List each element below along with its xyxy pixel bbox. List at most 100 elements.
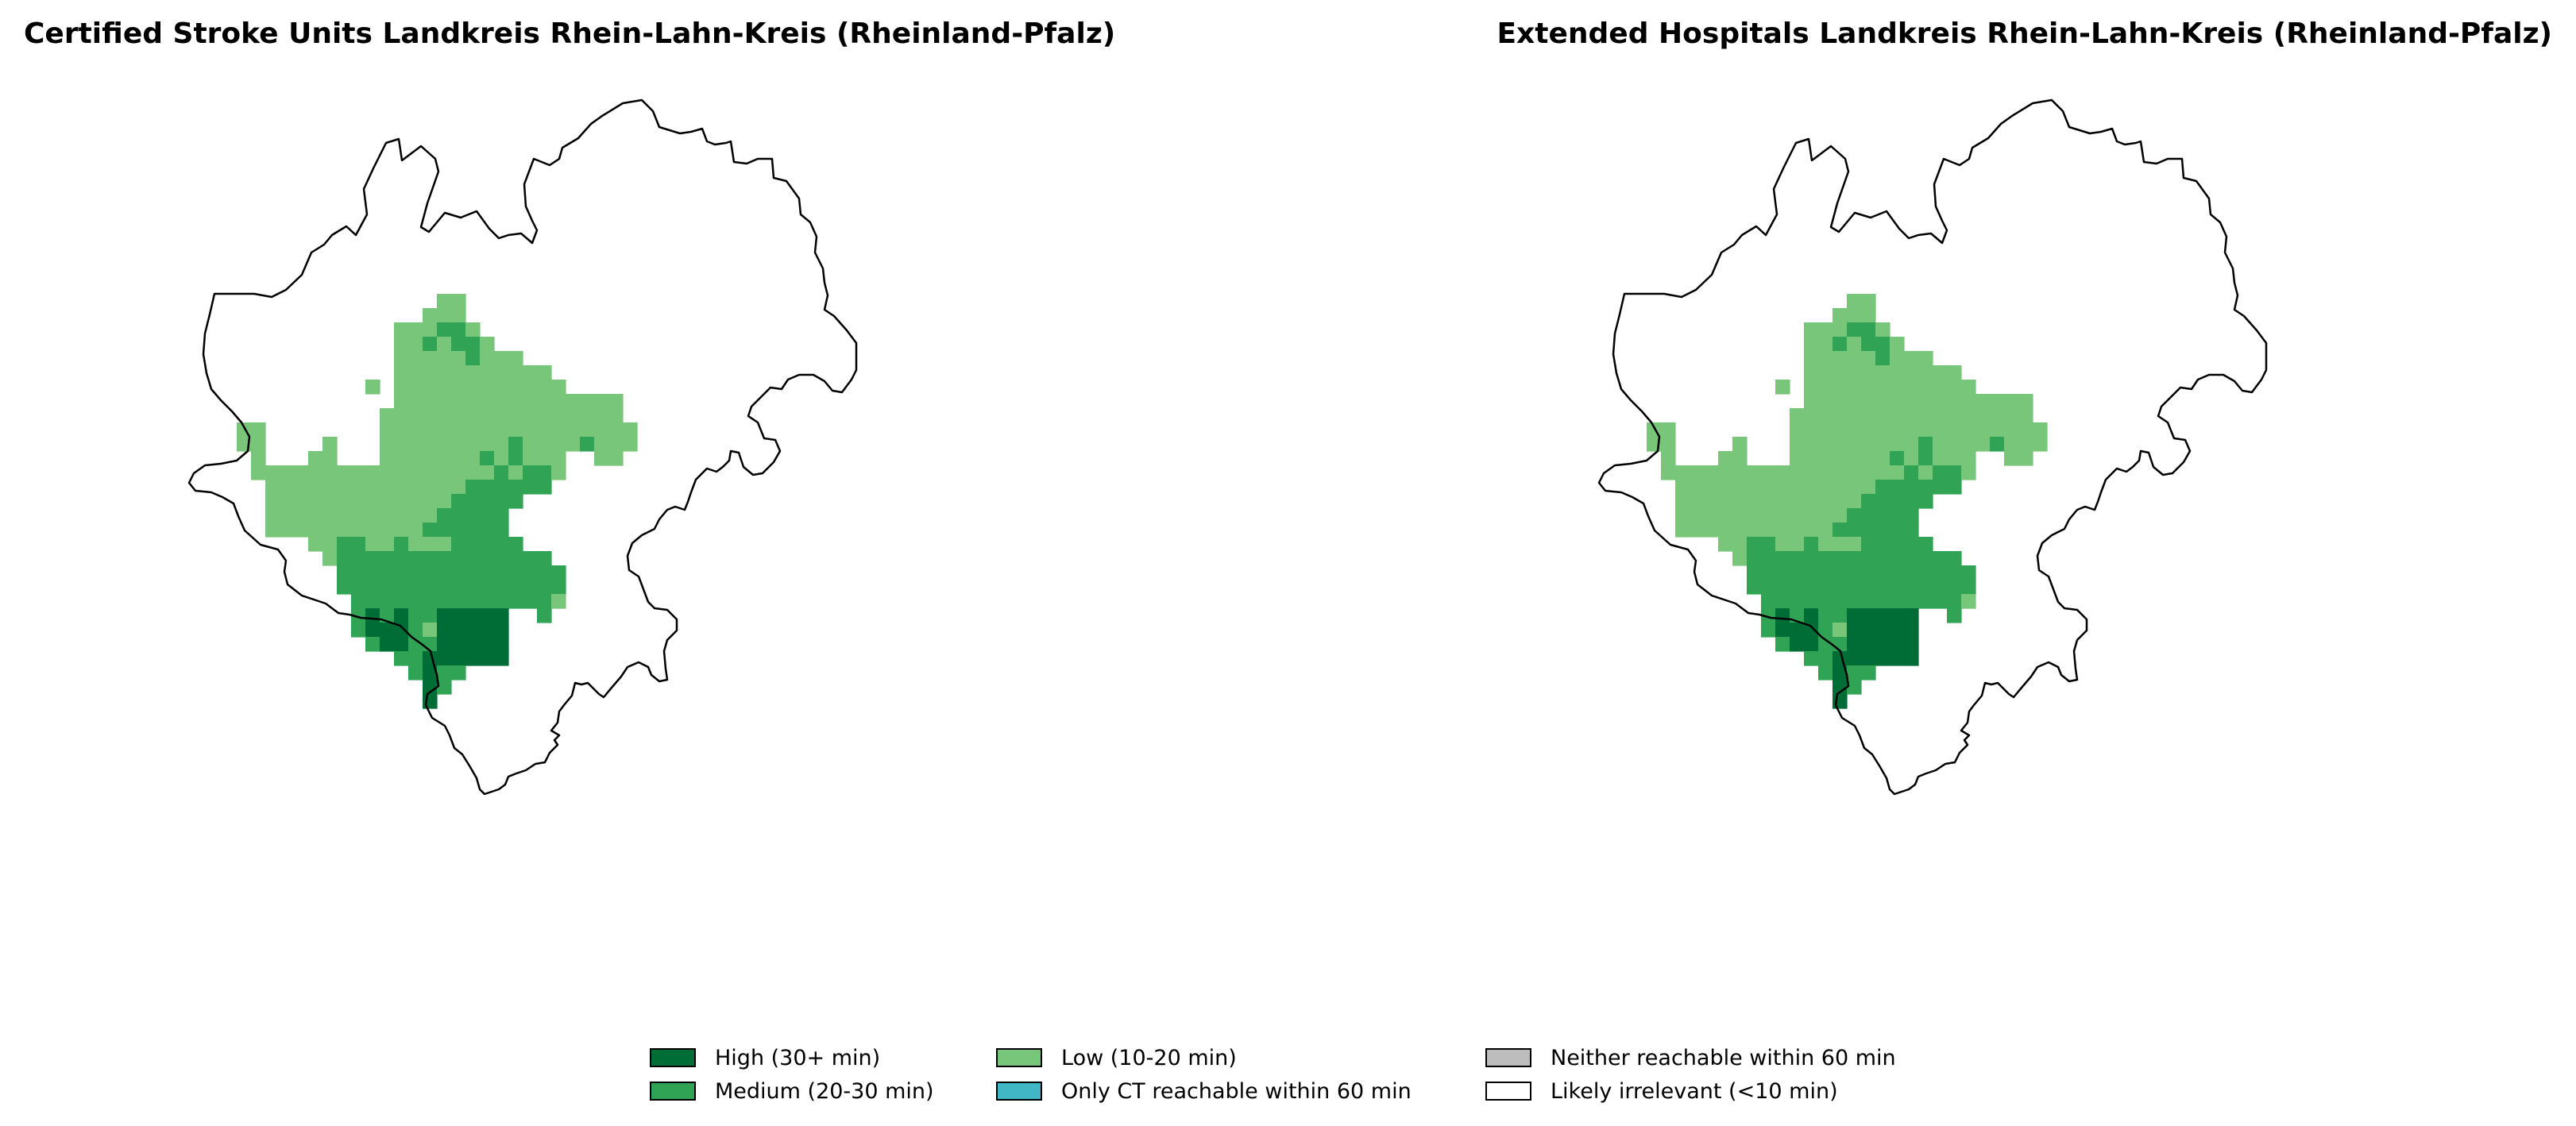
catchment-cell-low (1790, 451, 1890, 466)
catchment-cell-low (1675, 480, 1876, 495)
catchment-cell-medium (1918, 437, 1933, 452)
catchment-cell-high (437, 651, 509, 666)
catchment-cell-high (423, 665, 438, 681)
legend-label-ct: Only CT reachable within 60 min (1061, 1078, 1412, 1104)
catchment-cell-medium (1804, 651, 1833, 666)
catchment-cell-high (1847, 637, 1919, 652)
catchment-cell-low (308, 537, 338, 552)
catchment-cell-medium (337, 537, 366, 552)
catchment-cell-low (580, 408, 595, 423)
catchment-cell-low (322, 551, 338, 566)
catchment-cell-low (1647, 437, 1676, 452)
catchment-cell-low (1804, 322, 1848, 337)
catchment-cell-low (380, 451, 481, 466)
catchment-cell-medium (480, 594, 509, 609)
catchment-cell-high (394, 608, 409, 623)
extended-hospitals-map (1593, 95, 2403, 889)
catchment-cell-high (1775, 608, 1790, 623)
catchment-cell-high (1833, 651, 1848, 666)
catchment-cell-low (1647, 422, 1676, 438)
catchment-cell-medium (1833, 523, 1919, 538)
catchment-cell-high (380, 637, 409, 652)
catchment-cell-low (1675, 523, 1833, 538)
catchment-cell-low (423, 308, 466, 323)
catchment-cell-low (623, 437, 638, 452)
catchment-cell-low (423, 623, 438, 638)
catchment-cell-low (265, 508, 438, 523)
catchment-cell-medium (423, 337, 438, 352)
catchment-cell-low (380, 437, 509, 452)
catchment-cell-medium (1990, 437, 2005, 452)
catchment-cell-medium (1847, 322, 1876, 337)
catchment-cell-medium (351, 594, 466, 609)
catchment-cell-medium (1890, 594, 1919, 609)
catchment-cell-medium (408, 623, 423, 638)
catchment-cell-low (1890, 337, 1905, 352)
catchment-cell-low (394, 365, 552, 380)
catchment-cell-high (365, 608, 380, 623)
catchment-cell-medium (437, 680, 452, 695)
catchment-cell-high (437, 637, 509, 652)
catchment-cell-medium (537, 594, 552, 609)
catchment-cell-low (394, 380, 566, 395)
catchment-cell-low (1675, 494, 1862, 509)
catchment-cell-low (1732, 437, 1748, 452)
catchment-cell-medium (337, 565, 566, 580)
catchment-cell-low (551, 465, 566, 480)
catchment-cell-high (423, 651, 438, 666)
catchment-cell-medium (1933, 480, 1962, 495)
legend-swatch-neither (1485, 1048, 1531, 1067)
legend-label-neither: Neither reachable within 60 min (1551, 1045, 1896, 1070)
catchment-cell-low (1961, 465, 1976, 480)
catchment-cell-low (1718, 537, 1748, 552)
catchment-cell-low (551, 594, 566, 609)
catchment-cell-medium (1747, 551, 1962, 566)
stroke-units-map (183, 95, 993, 889)
catchment-cell-high (1833, 694, 1848, 709)
catchment-cell-low (1718, 451, 1748, 466)
catchment-cell-low (2004, 437, 2033, 452)
catchment-cell-low (237, 422, 266, 438)
catchment-cell-low (365, 537, 395, 552)
catchment-cell-low (1833, 308, 1876, 323)
catchment-cell-low (2004, 451, 2033, 466)
catchment-cell-low (1961, 594, 1976, 609)
catchment-cell-medium (1761, 594, 1876, 609)
catchment-cell-low (394, 337, 423, 352)
catchment-cell-low (1847, 294, 1876, 309)
catchment-cell-high (1804, 608, 1819, 623)
catchment-cell-low (1661, 451, 1676, 466)
catchment-cell-medium (465, 351, 481, 366)
catchment-cell-low (437, 294, 466, 309)
catchment-cell-medium (1761, 608, 1776, 623)
legend-item-ct: Only CT reachable within 60 min (996, 1078, 1412, 1104)
catchment-cell-low (394, 322, 438, 337)
catchment-cell-medium (1804, 537, 1819, 552)
catchment-cell-low (265, 494, 452, 509)
catchment-cell-medium (1818, 608, 1848, 623)
catchment-cell-low (1775, 380, 1790, 395)
legend-label-low: Low (10-20 min) (1061, 1045, 1237, 1070)
legend-swatch-ct (996, 1082, 1042, 1101)
catchment-cell-medium (437, 322, 466, 337)
catchment-cell-medium (1890, 451, 1905, 466)
catchment-cell-low (594, 437, 624, 452)
catchment-cell-low (494, 451, 509, 466)
legend-item-high: High (30+ min) (650, 1045, 880, 1070)
catchment-cell-medium (1861, 537, 1933, 552)
catchment-cell-medium (1761, 623, 1776, 638)
legend-swatch-low (996, 1048, 1042, 1067)
catchment-cell-low (1833, 623, 1848, 638)
catchment-cell-medium (1847, 680, 1862, 695)
catchment-cell-low (394, 408, 581, 423)
legend-label-medium: Medium (20-30 min) (715, 1078, 934, 1104)
legend-item-neither: Neither reachable within 60 min (1485, 1045, 1896, 1070)
catchment-cell-low (508, 465, 523, 480)
catchment-cell-medium (451, 494, 523, 509)
catchment-cell-low (594, 451, 624, 466)
catchment-cell-medium (1904, 465, 1919, 480)
catchment-cell-low (1804, 337, 1833, 352)
district-boundary (187, 98, 858, 796)
catchment-cell-high (365, 623, 409, 638)
catchment-cell-low (1790, 437, 1919, 452)
